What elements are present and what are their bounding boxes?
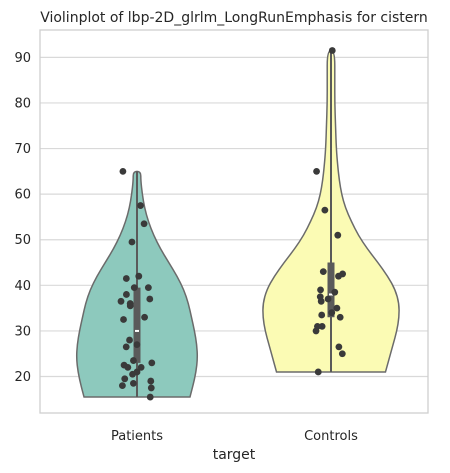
data-point bbox=[123, 291, 130, 298]
chart-title: Violinplot of lbp-2D_glrlm_LongRunEmphas… bbox=[40, 10, 428, 26]
data-point bbox=[324, 295, 332, 303]
y-tick-label: 80 bbox=[14, 96, 31, 111]
y-tick-labels: 20 30 40 50 60 70 80 90 bbox=[14, 51, 31, 385]
y-tick-label: 70 bbox=[14, 142, 31, 157]
data-point bbox=[126, 336, 133, 344]
data-point bbox=[117, 297, 125, 305]
data-point bbox=[119, 382, 126, 390]
data-point bbox=[144, 284, 152, 292]
y-tick-label: 60 bbox=[14, 188, 31, 203]
data-point bbox=[130, 284, 138, 292]
violin-patients bbox=[75, 167, 199, 401]
data-point bbox=[119, 167, 127, 175]
data-point bbox=[141, 313, 148, 321]
data-point bbox=[121, 375, 129, 383]
data-point bbox=[137, 364, 145, 371]
data-point bbox=[316, 293, 324, 301]
plot-frame bbox=[39, 29, 429, 414]
data-point bbox=[331, 288, 339, 296]
data-point bbox=[147, 384, 155, 392]
data-point bbox=[314, 322, 321, 330]
data-point bbox=[130, 357, 137, 364]
x-tick-label: Patients bbox=[111, 429, 163, 444]
data-point bbox=[120, 316, 127, 323]
data-point bbox=[335, 343, 343, 351]
data-point bbox=[339, 270, 347, 278]
data-point bbox=[146, 393, 154, 401]
data-point bbox=[128, 238, 136, 246]
data-point bbox=[328, 309, 336, 317]
y-tick-label: 40 bbox=[14, 279, 31, 294]
y-tick-label: 90 bbox=[14, 51, 31, 66]
plot-border bbox=[39, 29, 429, 414]
y-tick-label: 30 bbox=[14, 324, 31, 339]
data-point bbox=[140, 220, 148, 228]
data-point bbox=[130, 379, 137, 387]
y-tick-label: 50 bbox=[14, 233, 31, 248]
data-point bbox=[133, 368, 141, 376]
data-point bbox=[319, 268, 327, 276]
data-point bbox=[313, 167, 320, 175]
x-tick-labels: Patients Controls bbox=[111, 429, 358, 444]
data-point bbox=[314, 368, 322, 376]
data-point bbox=[122, 275, 130, 282]
data-point bbox=[338, 350, 346, 358]
data-point bbox=[147, 377, 155, 385]
data-point bbox=[146, 295, 154, 303]
data-point bbox=[336, 313, 344, 321]
violin-median bbox=[135, 329, 139, 332]
data-point bbox=[328, 47, 336, 54]
violin-median bbox=[329, 293, 333, 296]
data-point bbox=[137, 202, 144, 209]
data-point bbox=[334, 231, 342, 239]
data-point bbox=[135, 272, 143, 280]
data-point bbox=[317, 286, 324, 294]
data-point bbox=[321, 206, 329, 214]
data-point bbox=[133, 341, 141, 349]
violins-layer bbox=[75, 47, 400, 401]
x-axis-label: target bbox=[213, 447, 256, 463]
x-tick-label: Controls bbox=[304, 429, 358, 444]
data-point bbox=[318, 311, 326, 319]
data-point bbox=[318, 322, 326, 330]
data-point bbox=[120, 361, 128, 369]
data-point bbox=[122, 343, 130, 351]
y-tick-label: 20 bbox=[14, 370, 31, 385]
violin-controls bbox=[262, 47, 400, 376]
data-point bbox=[333, 304, 341, 312]
data-point bbox=[148, 359, 156, 367]
data-point bbox=[126, 300, 134, 307]
